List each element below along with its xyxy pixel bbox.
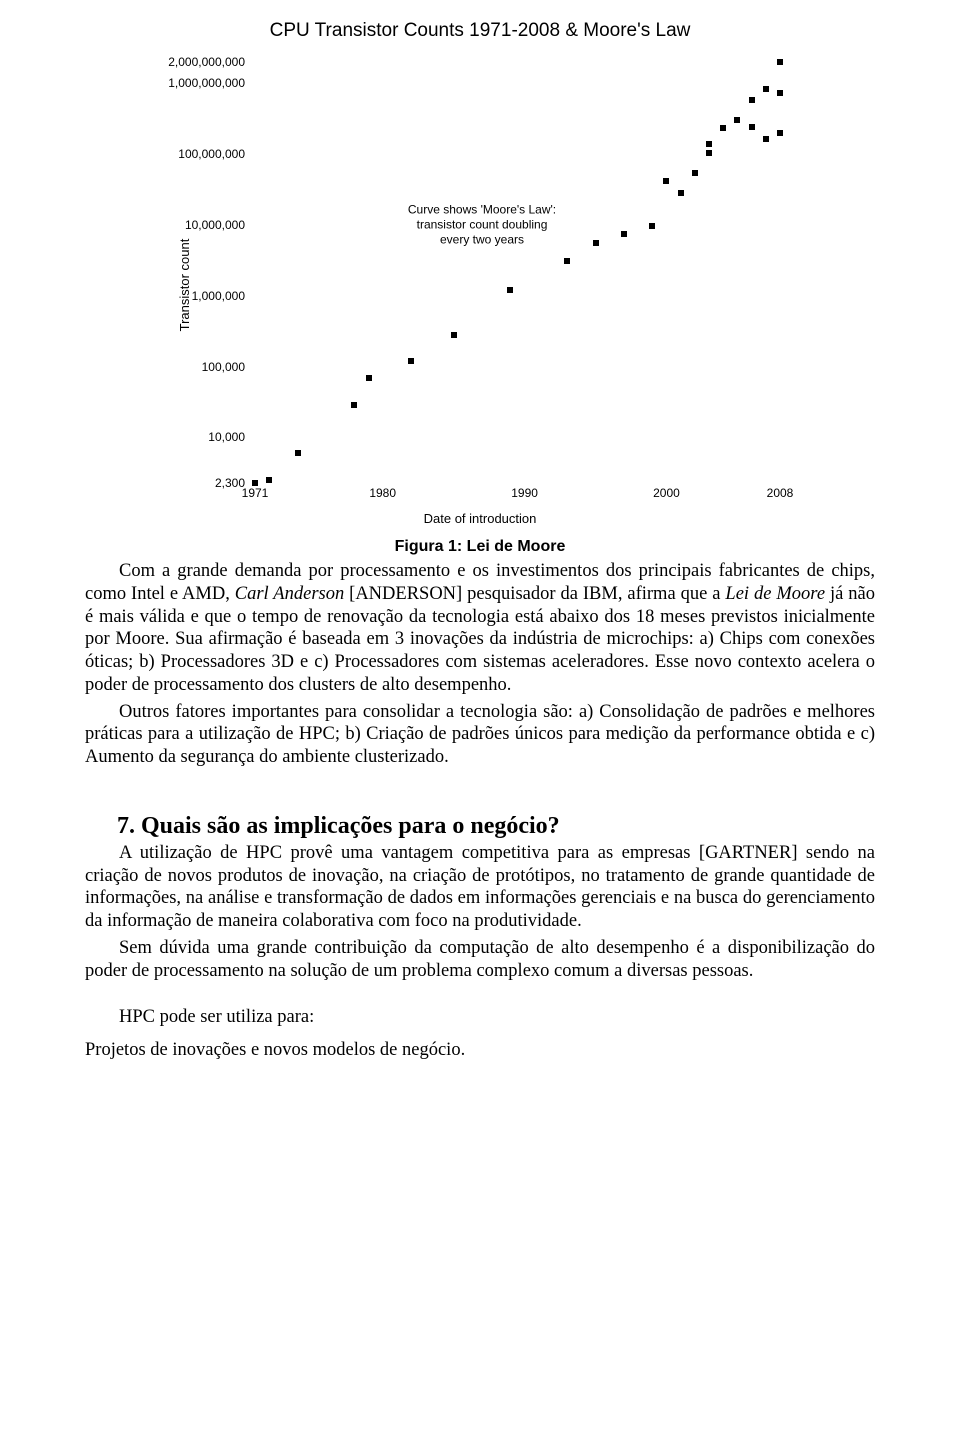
chart-ytick: 2,300: [215, 476, 245, 490]
list-line-1: Projetos de inovações e novos modelos de…: [85, 1039, 875, 1062]
chart-point: [777, 90, 783, 96]
chart-title: CPU Transistor Counts 1971-2008 & Moore'…: [160, 20, 800, 42]
chart-point: [451, 332, 457, 338]
chart-point: [777, 130, 783, 136]
figure-caption: Figura 1: Lei de Moore: [85, 538, 875, 556]
chart-point: [720, 125, 726, 131]
chart-ytick: 10,000,000: [185, 218, 245, 232]
moores-law-chart: Transistor count Date of introduction Cu…: [160, 50, 800, 520]
chart-point: [266, 477, 272, 483]
chart-point: [366, 375, 372, 381]
chart-xtick: 1971: [242, 486, 269, 500]
chart-xtick: 2008: [767, 486, 794, 500]
chart-ytick: 100,000: [202, 360, 245, 374]
chart-point: [295, 450, 301, 456]
chart-ytick: 1,000,000: [192, 289, 245, 303]
chart-xlabel: Date of introduction: [160, 511, 800, 526]
chart-point: [663, 178, 669, 184]
chart-point: [621, 231, 627, 237]
chart-container: CPU Transistor Counts 1971-2008 & Moore'…: [160, 20, 800, 520]
para1-person: Carl Anderson: [235, 584, 349, 604]
chart-ytick: 100,000,000: [178, 147, 245, 161]
chart-point: [763, 86, 769, 92]
chart-ytick: 1,000,000,000: [168, 76, 245, 90]
lead-in: HPC pode ser utiliza para:: [119, 1006, 875, 1029]
chart-point: [252, 480, 258, 486]
chart-point: [749, 97, 755, 103]
chart-point: [507, 287, 513, 293]
chart-point: [593, 240, 599, 246]
chart-point: [706, 141, 712, 147]
chart-point: [692, 170, 698, 176]
chart-xtick: 1990: [511, 486, 538, 500]
chart-point: [678, 190, 684, 196]
paragraph-1: Com a grande demanda por processamento e…: [85, 560, 875, 697]
chart-point: [777, 59, 783, 65]
chart-point: [408, 358, 414, 364]
chart-point: [351, 402, 357, 408]
chart-ytick: 10,000: [208, 430, 245, 444]
chart-xtick: 2000: [653, 486, 680, 500]
chart-ytick: 2,000,000,000: [168, 55, 245, 69]
chart-point: [649, 223, 655, 229]
chart-point: [749, 124, 755, 130]
para1-mid1: [ANDERSON] pesquisador da IBM, afirma qu…: [349, 584, 725, 604]
section-7-heading: 7. Quais são as implicações para o negóc…: [117, 813, 875, 840]
para1-law: Lei de Moore: [725, 584, 825, 604]
chart-xtick: 1980: [369, 486, 396, 500]
paragraph-3: A utilização de HPC provê uma vantagem c…: [85, 842, 875, 933]
chart-point: [564, 258, 570, 264]
chart-ylabel: Transistor count: [177, 239, 192, 332]
paragraph-4: Sem dúvida uma grande contribuição da co…: [85, 937, 875, 983]
chart-point: [706, 150, 712, 156]
chart-point: [763, 136, 769, 142]
chart-point: [734, 117, 740, 123]
chart-annotation: Curve shows 'Moore's Law':transistor cou…: [408, 202, 556, 247]
paragraph-2: Outros fatores importantes para consolid…: [85, 701, 875, 769]
